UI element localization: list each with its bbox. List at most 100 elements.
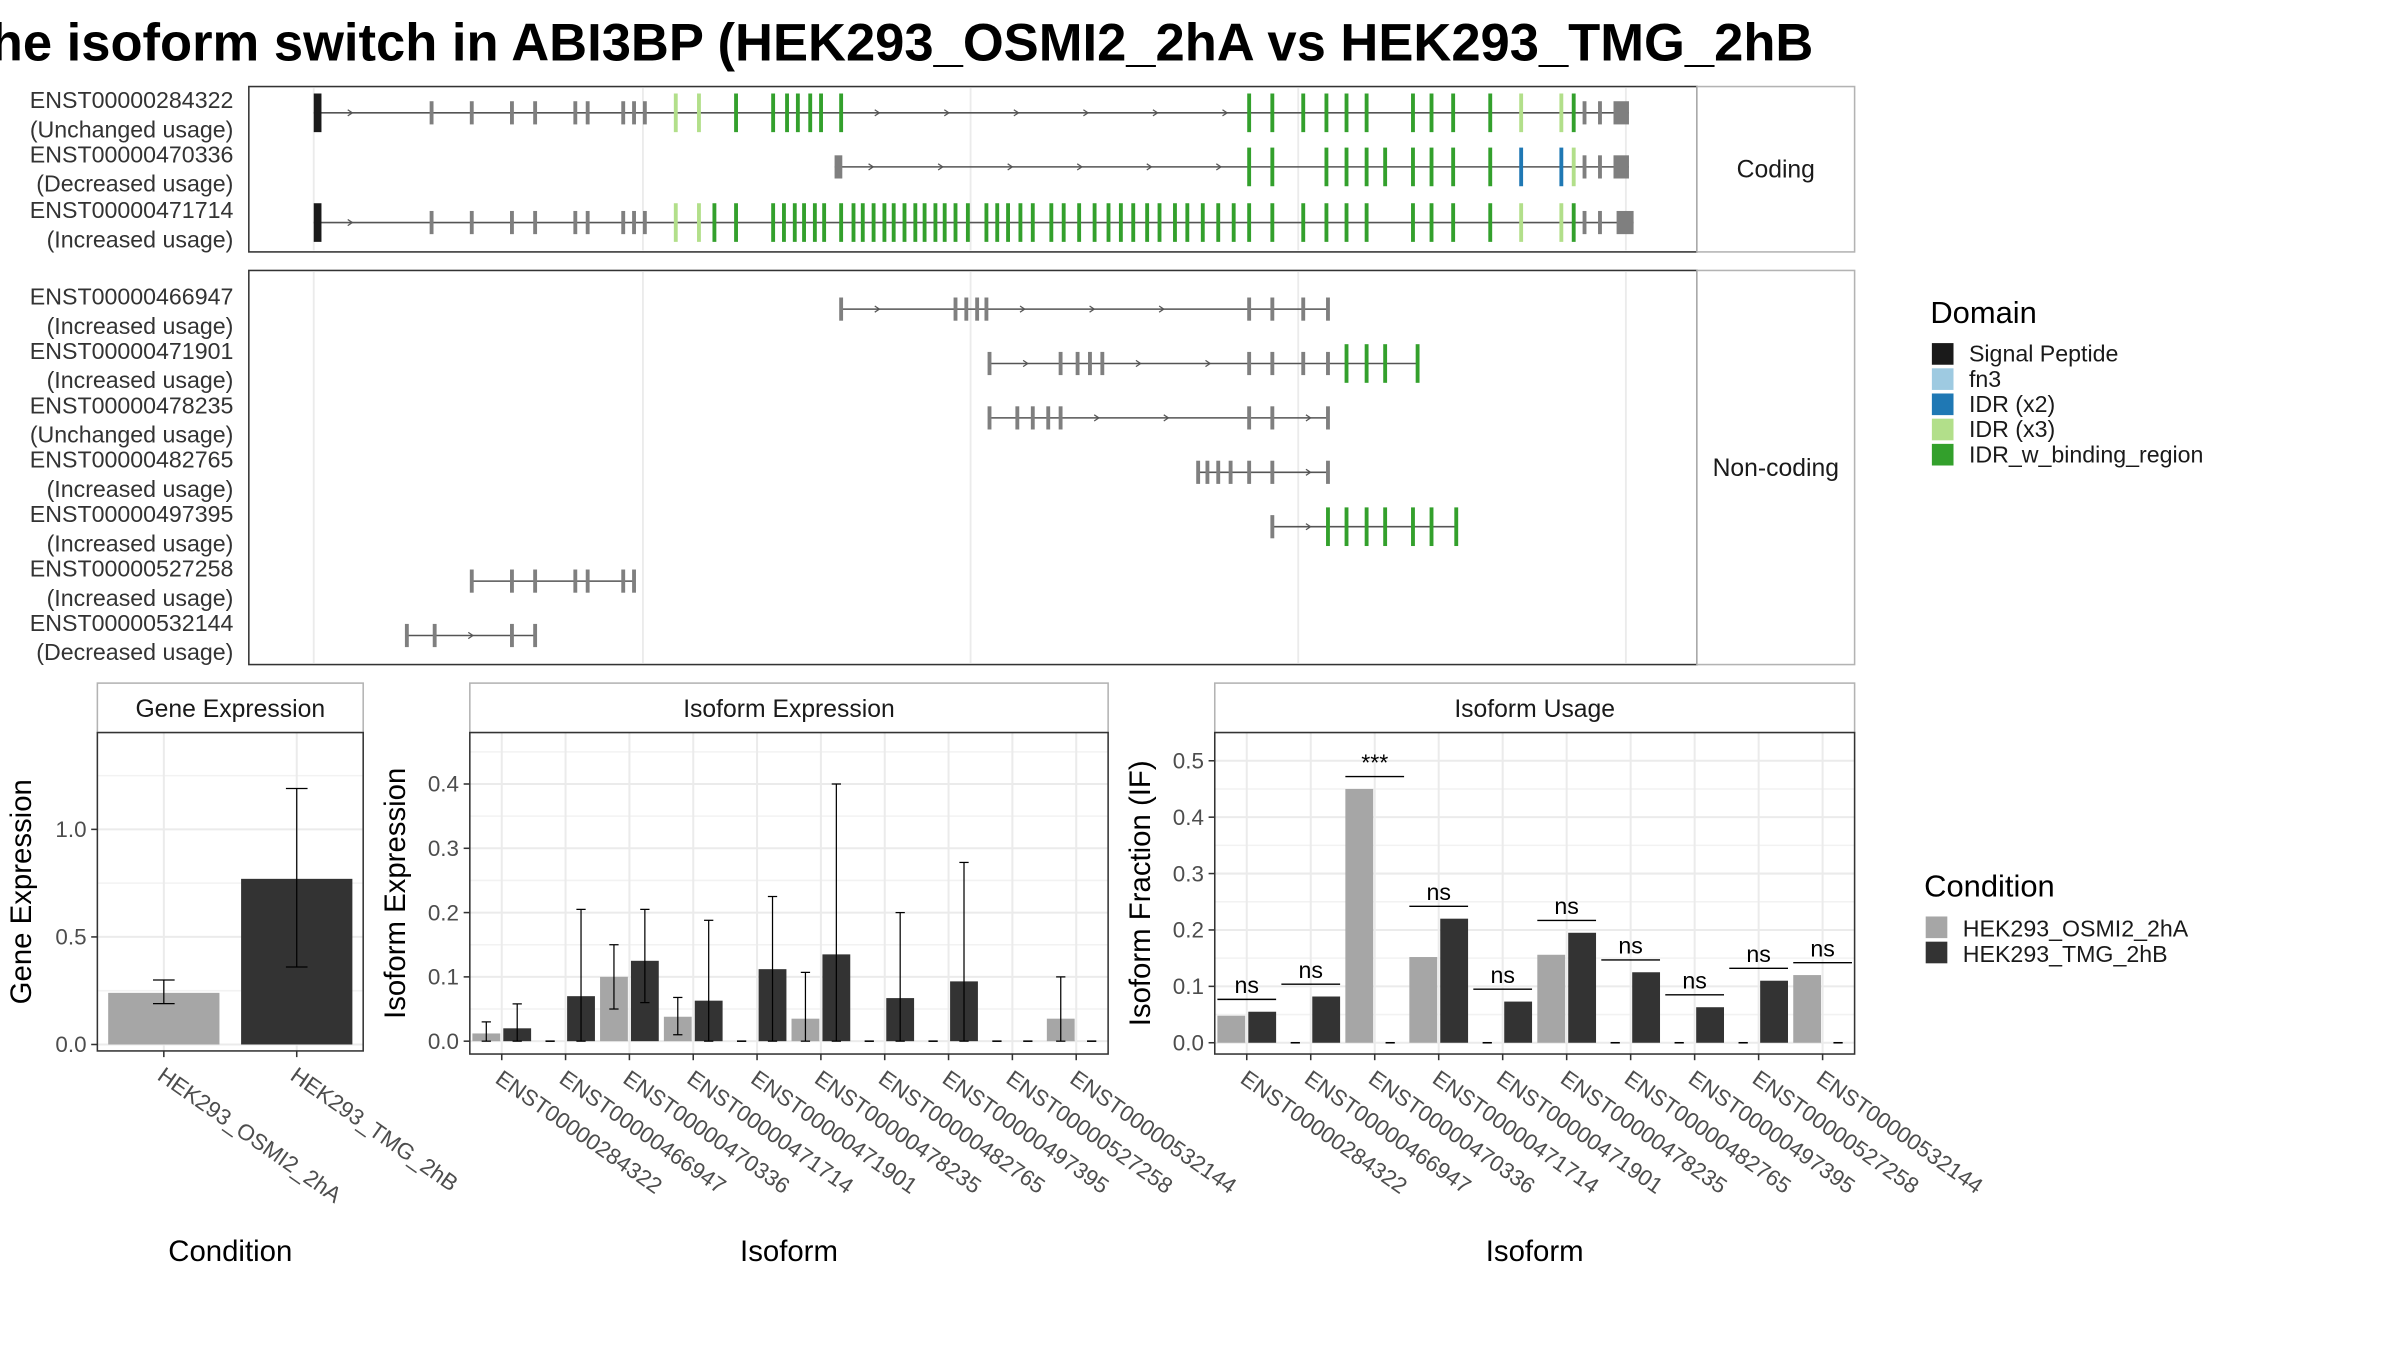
exon-block: [1270, 460, 1275, 484]
domain-exon-block: [839, 93, 844, 133]
domain-exon-block: [1411, 507, 1415, 547]
domain-exon-block: [1364, 203, 1369, 242]
domain-exon-block: [1364, 507, 1369, 547]
y-tick-label: 0.0: [55, 1032, 86, 1057]
domain-exon-block: [1411, 93, 1415, 133]
isoform-usage-label: (Increased usage): [47, 367, 234, 393]
exon-block: [1616, 210, 1634, 235]
domain-exon-block: [1077, 203, 1082, 242]
bar: [1632, 972, 1661, 1043]
domain-exon-block: [995, 203, 1000, 242]
exon-block: [834, 155, 843, 179]
exon-block: [1270, 406, 1275, 430]
exon-block: [510, 210, 514, 235]
domain-exon-block: [1344, 93, 1349, 133]
x-axis-title: Isoform: [1486, 1235, 1584, 1268]
exon-block: [1030, 406, 1035, 430]
isoform-id-label: ENST00000497395: [30, 501, 234, 527]
domain-exon-block: [1301, 93, 1306, 133]
exon-block: [984, 297, 989, 321]
domain-exon-block: [1301, 203, 1306, 242]
isoform-labels: ENST00000284322(Unchanged usage)ENST0000…: [30, 87, 234, 665]
domain-exon-block: [1454, 507, 1459, 547]
domain-exon-block: [922, 203, 927, 242]
exon-block: [1046, 406, 1051, 430]
exon-block: [573, 101, 578, 125]
plot-frame: [1213, 731, 1856, 1055]
domain-exon-block: [771, 93, 776, 133]
domain-exon-block: [1061, 203, 1066, 242]
domain-exon-block: [1519, 93, 1524, 133]
exon-block: [1247, 460, 1252, 484]
exon-block: [621, 210, 626, 235]
exon-block: [533, 623, 538, 648]
domain-legend-label: IDR_w_binding_region: [1969, 441, 2203, 467]
direction-arrow: [347, 218, 354, 227]
domain-legend-swatch: [1931, 343, 1954, 365]
domain-exon-block: [1326, 507, 1330, 547]
exon-block: [1270, 351, 1275, 376]
exon-block: [573, 569, 578, 593]
isoform-usage-label: (Unchanged usage): [30, 117, 234, 143]
exon-block: [1326, 297, 1330, 321]
isoform-usage-label: (Decreased usage): [36, 171, 233, 197]
transcript-track: [313, 93, 1629, 133]
exon-block: [642, 210, 647, 235]
x-axis-title: Condition: [168, 1235, 292, 1268]
exon-block: [1301, 351, 1306, 376]
direction-arrow: [1135, 359, 1142, 368]
domain-exon-block: [1344, 203, 1349, 242]
isoform-id-label: ENST00000478235: [30, 392, 234, 418]
direction-arrow: [1163, 414, 1170, 422]
domain-legend-label: IDR (x2): [1969, 391, 2055, 417]
exon-block: [1247, 351, 1252, 376]
significance-label: ns: [1618, 933, 1642, 959]
exon-block: [1058, 351, 1063, 376]
isoform-id-label: ENST00000470336: [30, 141, 234, 167]
domain-exon-block: [1247, 147, 1252, 187]
domain-exon-block: [1451, 203, 1456, 242]
exon-block: [953, 297, 958, 321]
bar: [1440, 918, 1469, 1043]
exon-block: [533, 569, 538, 593]
y-tick-label: 0.4: [428, 772, 459, 797]
domain-exon-block: [1571, 147, 1576, 187]
domain-exon-block: [1559, 147, 1564, 187]
significance-label: ns: [1746, 941, 1770, 967]
domain-exon-block: [808, 93, 813, 133]
exon-block: [1270, 297, 1275, 321]
domain-exon-block: [673, 93, 678, 133]
domain-legend-swatch: [1931, 443, 1954, 466]
exon-block: [585, 569, 590, 593]
domain-exon-block: [673, 203, 678, 242]
exon-block: [533, 101, 538, 125]
domain-exon-block: [984, 203, 989, 242]
domain-exon-block: [1411, 203, 1415, 242]
domain-exon-block: [1488, 93, 1493, 133]
domain-exon-block: [942, 203, 947, 242]
panel-strip: [1213, 682, 1856, 734]
isoform-usage-label: (Increased usage): [47, 530, 234, 556]
transcript-track: [987, 406, 1330, 430]
y-tick-label: 0.1: [428, 965, 459, 990]
y-tick-label: 0.5: [1173, 748, 1204, 773]
domain-legend-swatch: [1931, 368, 1954, 390]
domain-exon-block: [1559, 203, 1564, 242]
exon-block: [632, 101, 636, 125]
domain-exon-block: [1118, 203, 1123, 242]
domain-exon-block: [313, 203, 322, 242]
domain-exon-block: [792, 203, 797, 242]
domain-exon-block: [1451, 147, 1456, 187]
domain-exon-block: [734, 203, 738, 242]
isoform-usage-label: (Increased usage): [47, 476, 234, 502]
domain-exon-block: [1571, 203, 1576, 242]
domain-exon-block: [1364, 93, 1369, 133]
exon-block: [429, 101, 434, 125]
bar: [1504, 1001, 1533, 1043]
domain-exon-block: [1092, 203, 1097, 242]
isoform-usage-label: (Increased usage): [47, 585, 234, 611]
isoform-id-label: ENST00000482765: [30, 447, 234, 473]
domain-exon-block: [1559, 93, 1564, 133]
